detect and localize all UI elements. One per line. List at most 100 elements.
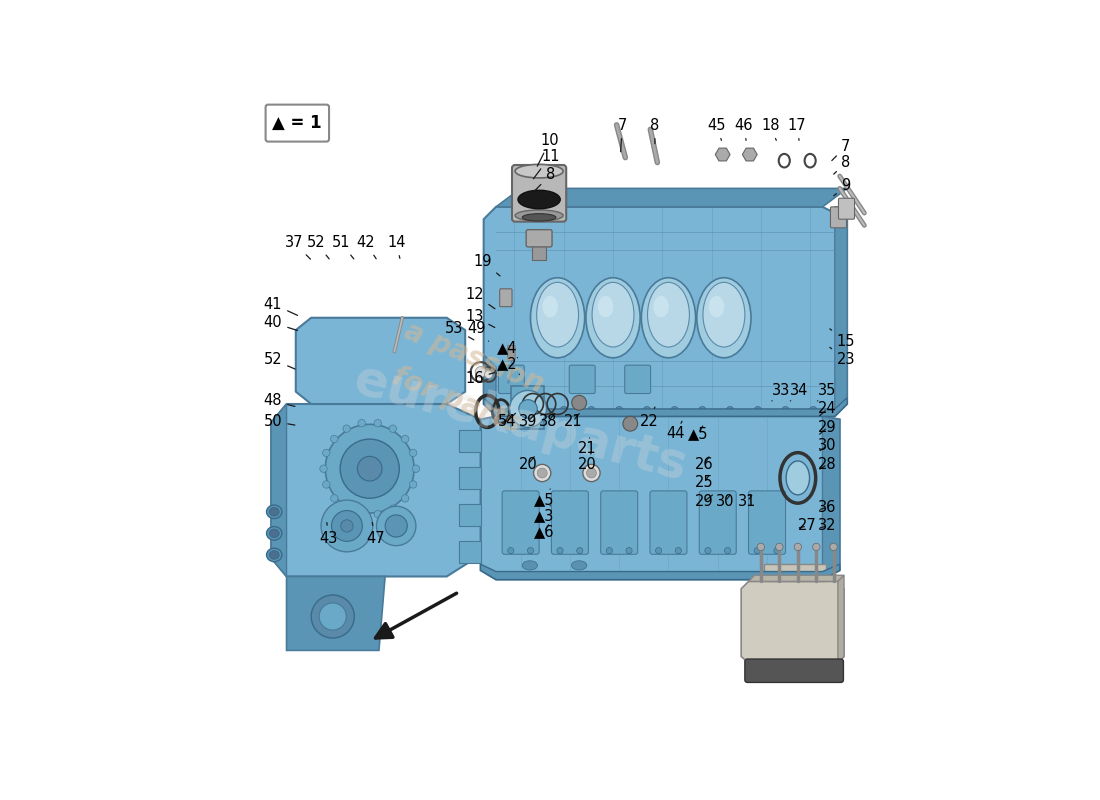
Text: 10: 10 bbox=[537, 133, 560, 166]
Circle shape bbox=[705, 547, 711, 554]
FancyBboxPatch shape bbox=[830, 207, 847, 228]
Circle shape bbox=[755, 406, 761, 414]
Text: 23: 23 bbox=[829, 347, 855, 367]
Ellipse shape bbox=[266, 526, 282, 540]
Text: 17: 17 bbox=[788, 118, 806, 140]
Text: ▲2: ▲2 bbox=[497, 357, 519, 374]
Text: 26: 26 bbox=[695, 457, 714, 472]
Text: 41: 41 bbox=[264, 297, 298, 315]
Circle shape bbox=[343, 425, 350, 432]
Polygon shape bbox=[459, 467, 481, 489]
Text: 14: 14 bbox=[387, 235, 406, 258]
Polygon shape bbox=[271, 404, 481, 577]
Polygon shape bbox=[459, 504, 481, 526]
Text: 31: 31 bbox=[738, 494, 757, 509]
Text: 46: 46 bbox=[735, 118, 752, 140]
Circle shape bbox=[311, 595, 354, 638]
Text: 33: 33 bbox=[771, 383, 790, 401]
Circle shape bbox=[341, 520, 353, 532]
Ellipse shape bbox=[270, 550, 279, 559]
Polygon shape bbox=[763, 564, 825, 582]
Text: 8: 8 bbox=[531, 167, 554, 194]
Text: 32: 32 bbox=[818, 518, 837, 534]
Text: 7: 7 bbox=[617, 118, 627, 152]
Text: 21: 21 bbox=[578, 438, 596, 456]
Circle shape bbox=[782, 406, 789, 414]
Circle shape bbox=[586, 468, 596, 478]
Text: 25: 25 bbox=[695, 475, 714, 490]
FancyBboxPatch shape bbox=[265, 105, 329, 142]
Circle shape bbox=[320, 465, 327, 472]
Text: 30: 30 bbox=[818, 438, 837, 454]
Text: 19: 19 bbox=[473, 254, 500, 276]
Polygon shape bbox=[838, 575, 844, 662]
Ellipse shape bbox=[708, 296, 724, 318]
Circle shape bbox=[409, 449, 417, 457]
Circle shape bbox=[587, 406, 595, 414]
Ellipse shape bbox=[522, 214, 556, 221]
Polygon shape bbox=[496, 188, 847, 207]
Ellipse shape bbox=[266, 505, 282, 518]
Text: 29: 29 bbox=[695, 494, 714, 509]
Polygon shape bbox=[741, 582, 844, 662]
Text: 54: 54 bbox=[498, 414, 516, 429]
Polygon shape bbox=[835, 207, 847, 416]
Circle shape bbox=[389, 505, 396, 512]
FancyBboxPatch shape bbox=[508, 346, 515, 360]
FancyBboxPatch shape bbox=[551, 491, 588, 554]
Ellipse shape bbox=[592, 282, 634, 347]
Text: 29: 29 bbox=[818, 420, 837, 435]
FancyBboxPatch shape bbox=[502, 491, 539, 554]
Circle shape bbox=[726, 406, 734, 414]
Text: 16: 16 bbox=[465, 370, 495, 386]
Text: 18: 18 bbox=[761, 118, 780, 140]
Text: 35: 35 bbox=[817, 383, 837, 401]
Circle shape bbox=[626, 547, 632, 554]
Text: ▲3: ▲3 bbox=[534, 506, 554, 524]
Ellipse shape bbox=[530, 278, 585, 358]
Circle shape bbox=[402, 494, 409, 502]
Circle shape bbox=[776, 543, 783, 550]
Circle shape bbox=[532, 406, 540, 414]
Circle shape bbox=[321, 500, 373, 552]
Text: 45: 45 bbox=[707, 118, 726, 140]
Text: eurekaparts: eurekaparts bbox=[349, 356, 693, 491]
Circle shape bbox=[519, 400, 537, 418]
FancyBboxPatch shape bbox=[532, 243, 546, 260]
Text: 8: 8 bbox=[650, 118, 660, 144]
Circle shape bbox=[322, 481, 330, 488]
Text: 34: 34 bbox=[790, 383, 808, 401]
Text: 20: 20 bbox=[578, 452, 596, 472]
Circle shape bbox=[484, 370, 493, 378]
Ellipse shape bbox=[515, 210, 563, 221]
Circle shape bbox=[322, 449, 330, 457]
Circle shape bbox=[725, 547, 730, 554]
Text: 40: 40 bbox=[264, 315, 297, 330]
Circle shape bbox=[402, 435, 409, 442]
Circle shape bbox=[829, 543, 837, 550]
FancyBboxPatch shape bbox=[745, 659, 844, 682]
Polygon shape bbox=[748, 575, 844, 582]
Text: 38: 38 bbox=[539, 414, 558, 429]
Ellipse shape bbox=[266, 548, 282, 562]
Ellipse shape bbox=[542, 296, 558, 318]
Circle shape bbox=[757, 543, 764, 550]
Ellipse shape bbox=[648, 282, 690, 347]
Circle shape bbox=[385, 515, 407, 537]
Polygon shape bbox=[715, 148, 730, 161]
Text: 42: 42 bbox=[356, 235, 376, 258]
Circle shape bbox=[698, 406, 706, 414]
Text: 48: 48 bbox=[264, 394, 295, 409]
Text: 12: 12 bbox=[465, 287, 495, 309]
Ellipse shape bbox=[696, 278, 751, 358]
Circle shape bbox=[576, 547, 583, 554]
Circle shape bbox=[376, 506, 416, 546]
FancyBboxPatch shape bbox=[650, 491, 686, 554]
Text: ▲5: ▲5 bbox=[688, 426, 708, 441]
Text: a passion
for parts: a passion for parts bbox=[383, 318, 548, 442]
Circle shape bbox=[319, 603, 346, 630]
Text: 30: 30 bbox=[716, 494, 735, 509]
Text: 20: 20 bbox=[518, 457, 538, 472]
Circle shape bbox=[374, 510, 382, 518]
Text: 52: 52 bbox=[264, 352, 295, 369]
